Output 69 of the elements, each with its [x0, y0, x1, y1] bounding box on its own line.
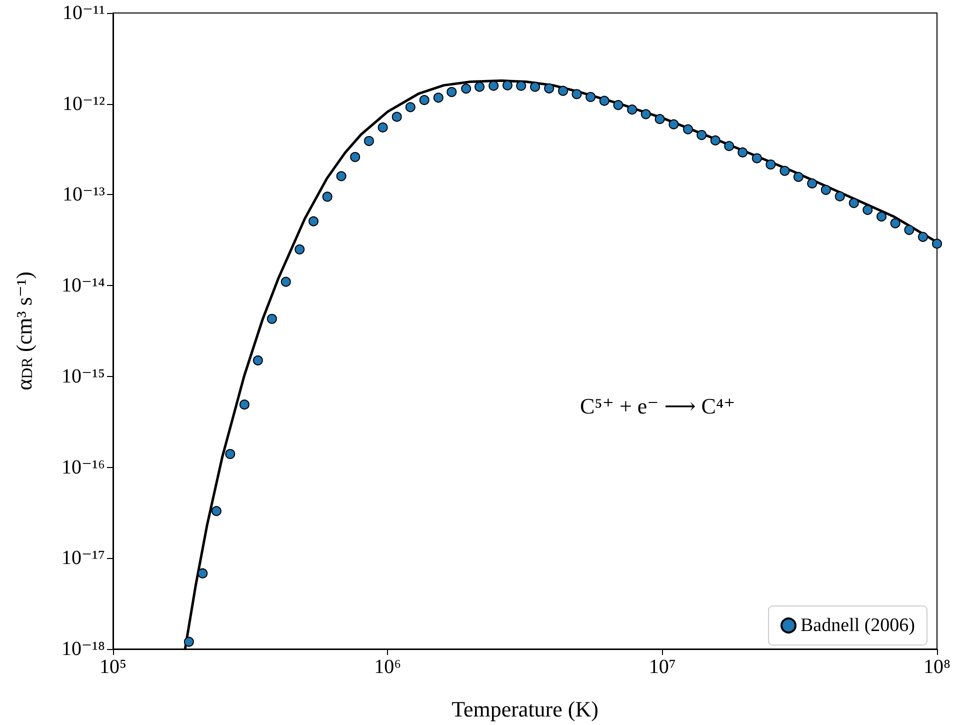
point [252, 355, 263, 366]
point [752, 153, 762, 164]
x-tick-label: 10⁸ [924, 656, 951, 678]
y-tick-label: 10⁻¹⁵ [61, 365, 105, 388]
point [225, 449, 236, 460]
point [710, 135, 720, 146]
point [502, 80, 512, 90]
point [266, 314, 277, 324]
point [586, 92, 596, 102]
point [446, 87, 457, 98]
y-tick-label: 10⁻¹¹ [62, 2, 105, 24]
point [890, 218, 900, 228]
point [433, 92, 444, 103]
point [862, 204, 873, 215]
point [322, 192, 332, 202]
point [572, 89, 582, 100]
point [793, 172, 804, 182]
point [336, 171, 346, 182]
point [904, 224, 914, 235]
point [668, 119, 679, 130]
point [820, 184, 831, 195]
point [640, 109, 651, 120]
point [280, 276, 291, 287]
point [848, 198, 859, 208]
y-tick-label: 10⁻¹⁷ [61, 547, 106, 570]
point [876, 212, 887, 222]
point [696, 130, 707, 140]
legend-label: Badnell (2006) [800, 615, 916, 636]
point [530, 82, 540, 92]
x-tick-label: 10⁷ [648, 656, 676, 678]
point [392, 112, 402, 122]
point [834, 191, 845, 202]
point [807, 178, 818, 188]
point [405, 102, 416, 112]
point [350, 152, 360, 162]
x-axis-title: Temperature (K) [452, 696, 598, 722]
point [932, 238, 942, 249]
point [558, 86, 568, 96]
point [516, 80, 526, 91]
point [308, 216, 318, 226]
point [184, 636, 194, 647]
y-tick-label: 10⁻¹⁶ [61, 456, 106, 478]
point [239, 400, 250, 410]
point [683, 124, 693, 134]
y-axis-title: αDR (cm³ s⁻¹) [12, 272, 36, 390]
y-tick-label: 10⁻¹² [62, 92, 105, 115]
point [780, 166, 790, 176]
point [364, 136, 374, 146]
point [599, 96, 610, 106]
point [198, 568, 208, 578]
point [613, 100, 624, 110]
y-tick-label: 10⁻¹⁴ [61, 274, 106, 297]
point [766, 160, 776, 170]
y-tick-label: 10⁻¹³ [62, 184, 105, 206]
point [294, 244, 305, 254]
point [488, 80, 499, 91]
point [474, 82, 485, 92]
x-tick-label: 10⁶ [374, 656, 402, 678]
point [378, 122, 388, 132]
point [627, 104, 638, 115]
point [461, 84, 472, 94]
point [419, 95, 430, 106]
point [544, 83, 554, 94]
point [738, 147, 748, 158]
point [654, 114, 665, 124]
point [918, 232, 928, 242]
point [724, 141, 734, 152]
point [211, 506, 222, 516]
annotation: C⁵⁺ + e⁻ ⟶ C⁴⁺ [580, 394, 736, 418]
